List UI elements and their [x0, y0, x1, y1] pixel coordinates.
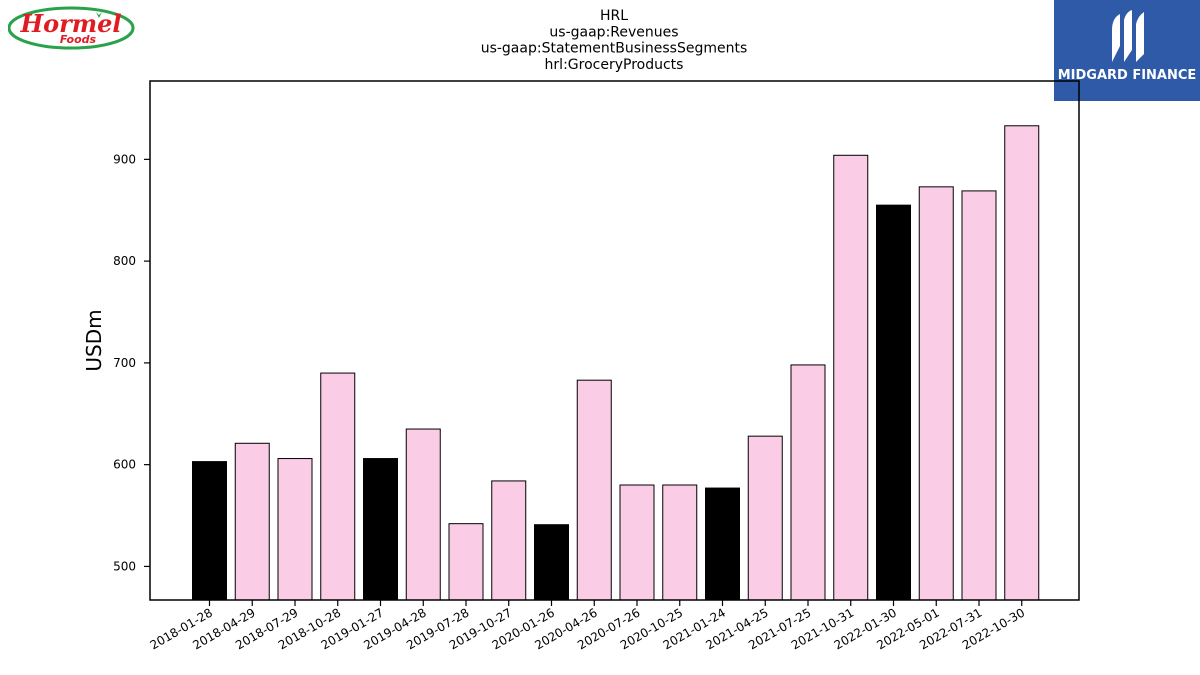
bar [192, 461, 227, 601]
chart-title-line: us-gaap:Revenues [549, 24, 678, 40]
y-tick-label: 500 [113, 559, 136, 573]
bar [576, 379, 612, 601]
y-tick-label: 800 [113, 254, 136, 268]
bar [405, 428, 441, 601]
y-tick-label: 900 [113, 152, 136, 166]
bar [277, 458, 313, 601]
chart-title-line: us-gaap:StatementBusinessSegments [481, 41, 748, 57]
midgard-finance-logo: MIDGARD FINANCE [1054, 0, 1200, 101]
bar [790, 364, 826, 601]
bar [705, 487, 740, 601]
midgard-finance-label: MIDGARD FINANCE [1057, 68, 1197, 83]
chart-title-line: HRL [600, 8, 628, 24]
bar [363, 458, 398, 601]
chart-title-line: hrl:GroceryProducts [545, 57, 684, 73]
hormel-foods-logo: Hormel Foods [7, 6, 136, 50]
bar [747, 435, 783, 601]
plot-frame [149, 80, 1080, 601]
y-axis-label: USDm [82, 309, 106, 371]
midgard-emblem-icon [1112, 10, 1144, 62]
y-tick-label: 600 [113, 458, 136, 472]
svg-text:Foods: Foods [60, 33, 97, 46]
bar [619, 484, 655, 601]
x-axis: 2018-01-282018-04-292018-07-292018-10-28… [148, 600, 1027, 652]
y-axis: 500 600 700 800 900 [113, 152, 150, 573]
bar [876, 204, 911, 601]
bar [491, 480, 527, 601]
chart-title: HRLus-gaap:Revenuesus-gaap:StatementBusi… [481, 8, 748, 73]
bar [918, 186, 954, 601]
bar [1004, 125, 1040, 601]
bar [448, 523, 484, 601]
bars [192, 125, 1040, 601]
bar [961, 190, 997, 601]
bar [833, 154, 869, 601]
y-tick-label: 700 [113, 356, 136, 370]
svg-text:Hormel: Hormel [19, 9, 121, 38]
bar [534, 524, 569, 601]
bar [234, 442, 270, 601]
bar [320, 372, 356, 601]
bar [662, 484, 698, 601]
